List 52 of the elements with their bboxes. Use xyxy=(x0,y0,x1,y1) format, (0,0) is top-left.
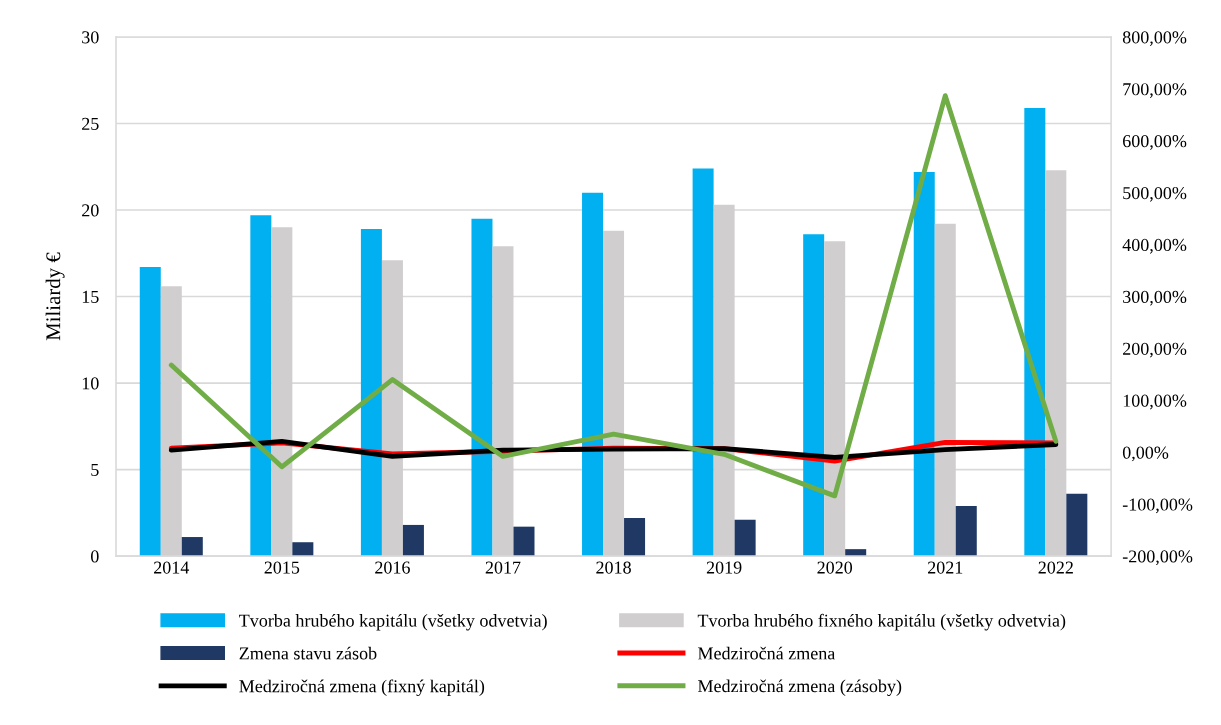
x-tick-label: 2015 xyxy=(264,561,300,574)
bar xyxy=(803,234,825,557)
bar xyxy=(471,218,493,557)
y-tick-label: 25 xyxy=(82,117,99,130)
legend-label: Medziročná zmena (zásoby) xyxy=(697,679,902,696)
legend-label: Tvorba hrubého fixného kapitálu (všetky odvetvia) xyxy=(697,613,1066,631)
legend-label: Medziročná zmena (fixný kapitál) xyxy=(239,679,485,697)
y-tick-label: 0 xyxy=(90,550,99,563)
bar xyxy=(292,542,314,557)
y-tick-label: 20 xyxy=(82,204,99,217)
bar xyxy=(139,267,161,557)
y-tick-label: 5 xyxy=(91,464,99,476)
y2-tick-label: -100,00% xyxy=(1122,498,1193,514)
y2-tick-label: -200,00% xyxy=(1122,550,1193,566)
x-tick-label: 2017 xyxy=(485,561,521,574)
legend-label: Zmena stavu zásob xyxy=(239,646,377,660)
bar xyxy=(734,519,756,557)
bar xyxy=(913,171,935,557)
y2-tick-label: 800,00% xyxy=(1122,31,1187,47)
x-tick-label: 2019 xyxy=(706,561,742,574)
bar xyxy=(1024,107,1046,557)
y-tick-label: 15 xyxy=(82,290,99,303)
y-tick-label: 10 xyxy=(82,377,99,390)
bar xyxy=(513,526,535,557)
bar xyxy=(692,168,714,557)
x-tick-label: 2014 xyxy=(154,561,190,574)
line-series xyxy=(168,93,1059,499)
bar xyxy=(402,524,424,557)
y2-tick-label: 100,00% xyxy=(1123,394,1187,410)
legend-label: Medziročná zmena xyxy=(697,646,836,660)
x-tick-label: 2020 xyxy=(817,561,853,574)
bar xyxy=(181,537,203,557)
y2-tick-label: 600,00% xyxy=(1123,135,1187,150)
bar xyxy=(250,215,272,557)
y2-tick-label: 200,00% xyxy=(1123,342,1187,358)
x-tick-label: 2016 xyxy=(375,561,410,574)
y2-tick-label: 500,00% xyxy=(1123,186,1187,202)
bar xyxy=(1066,493,1088,557)
y2-tick-label: 300,00% xyxy=(1123,290,1187,306)
bar xyxy=(624,518,646,557)
bar xyxy=(582,192,604,557)
y2-tick-label: 0,00% xyxy=(1122,446,1169,462)
bar xyxy=(360,229,382,557)
y-tick-label: 30 xyxy=(82,31,99,44)
y2-tick-label: 400,00% xyxy=(1122,238,1187,254)
x-tick-label: 2018 xyxy=(596,561,631,574)
y-axis-title: Miliardy € xyxy=(45,252,65,341)
x-tick-label: 2021 xyxy=(927,561,963,574)
y2-tick-label: 700,00% xyxy=(1123,83,1187,98)
x-tick-label: 2022 xyxy=(1038,561,1073,574)
bar xyxy=(955,505,977,557)
legend-label: Tvorba hrubého kapitálu (všetky odvetvia) xyxy=(239,614,547,631)
